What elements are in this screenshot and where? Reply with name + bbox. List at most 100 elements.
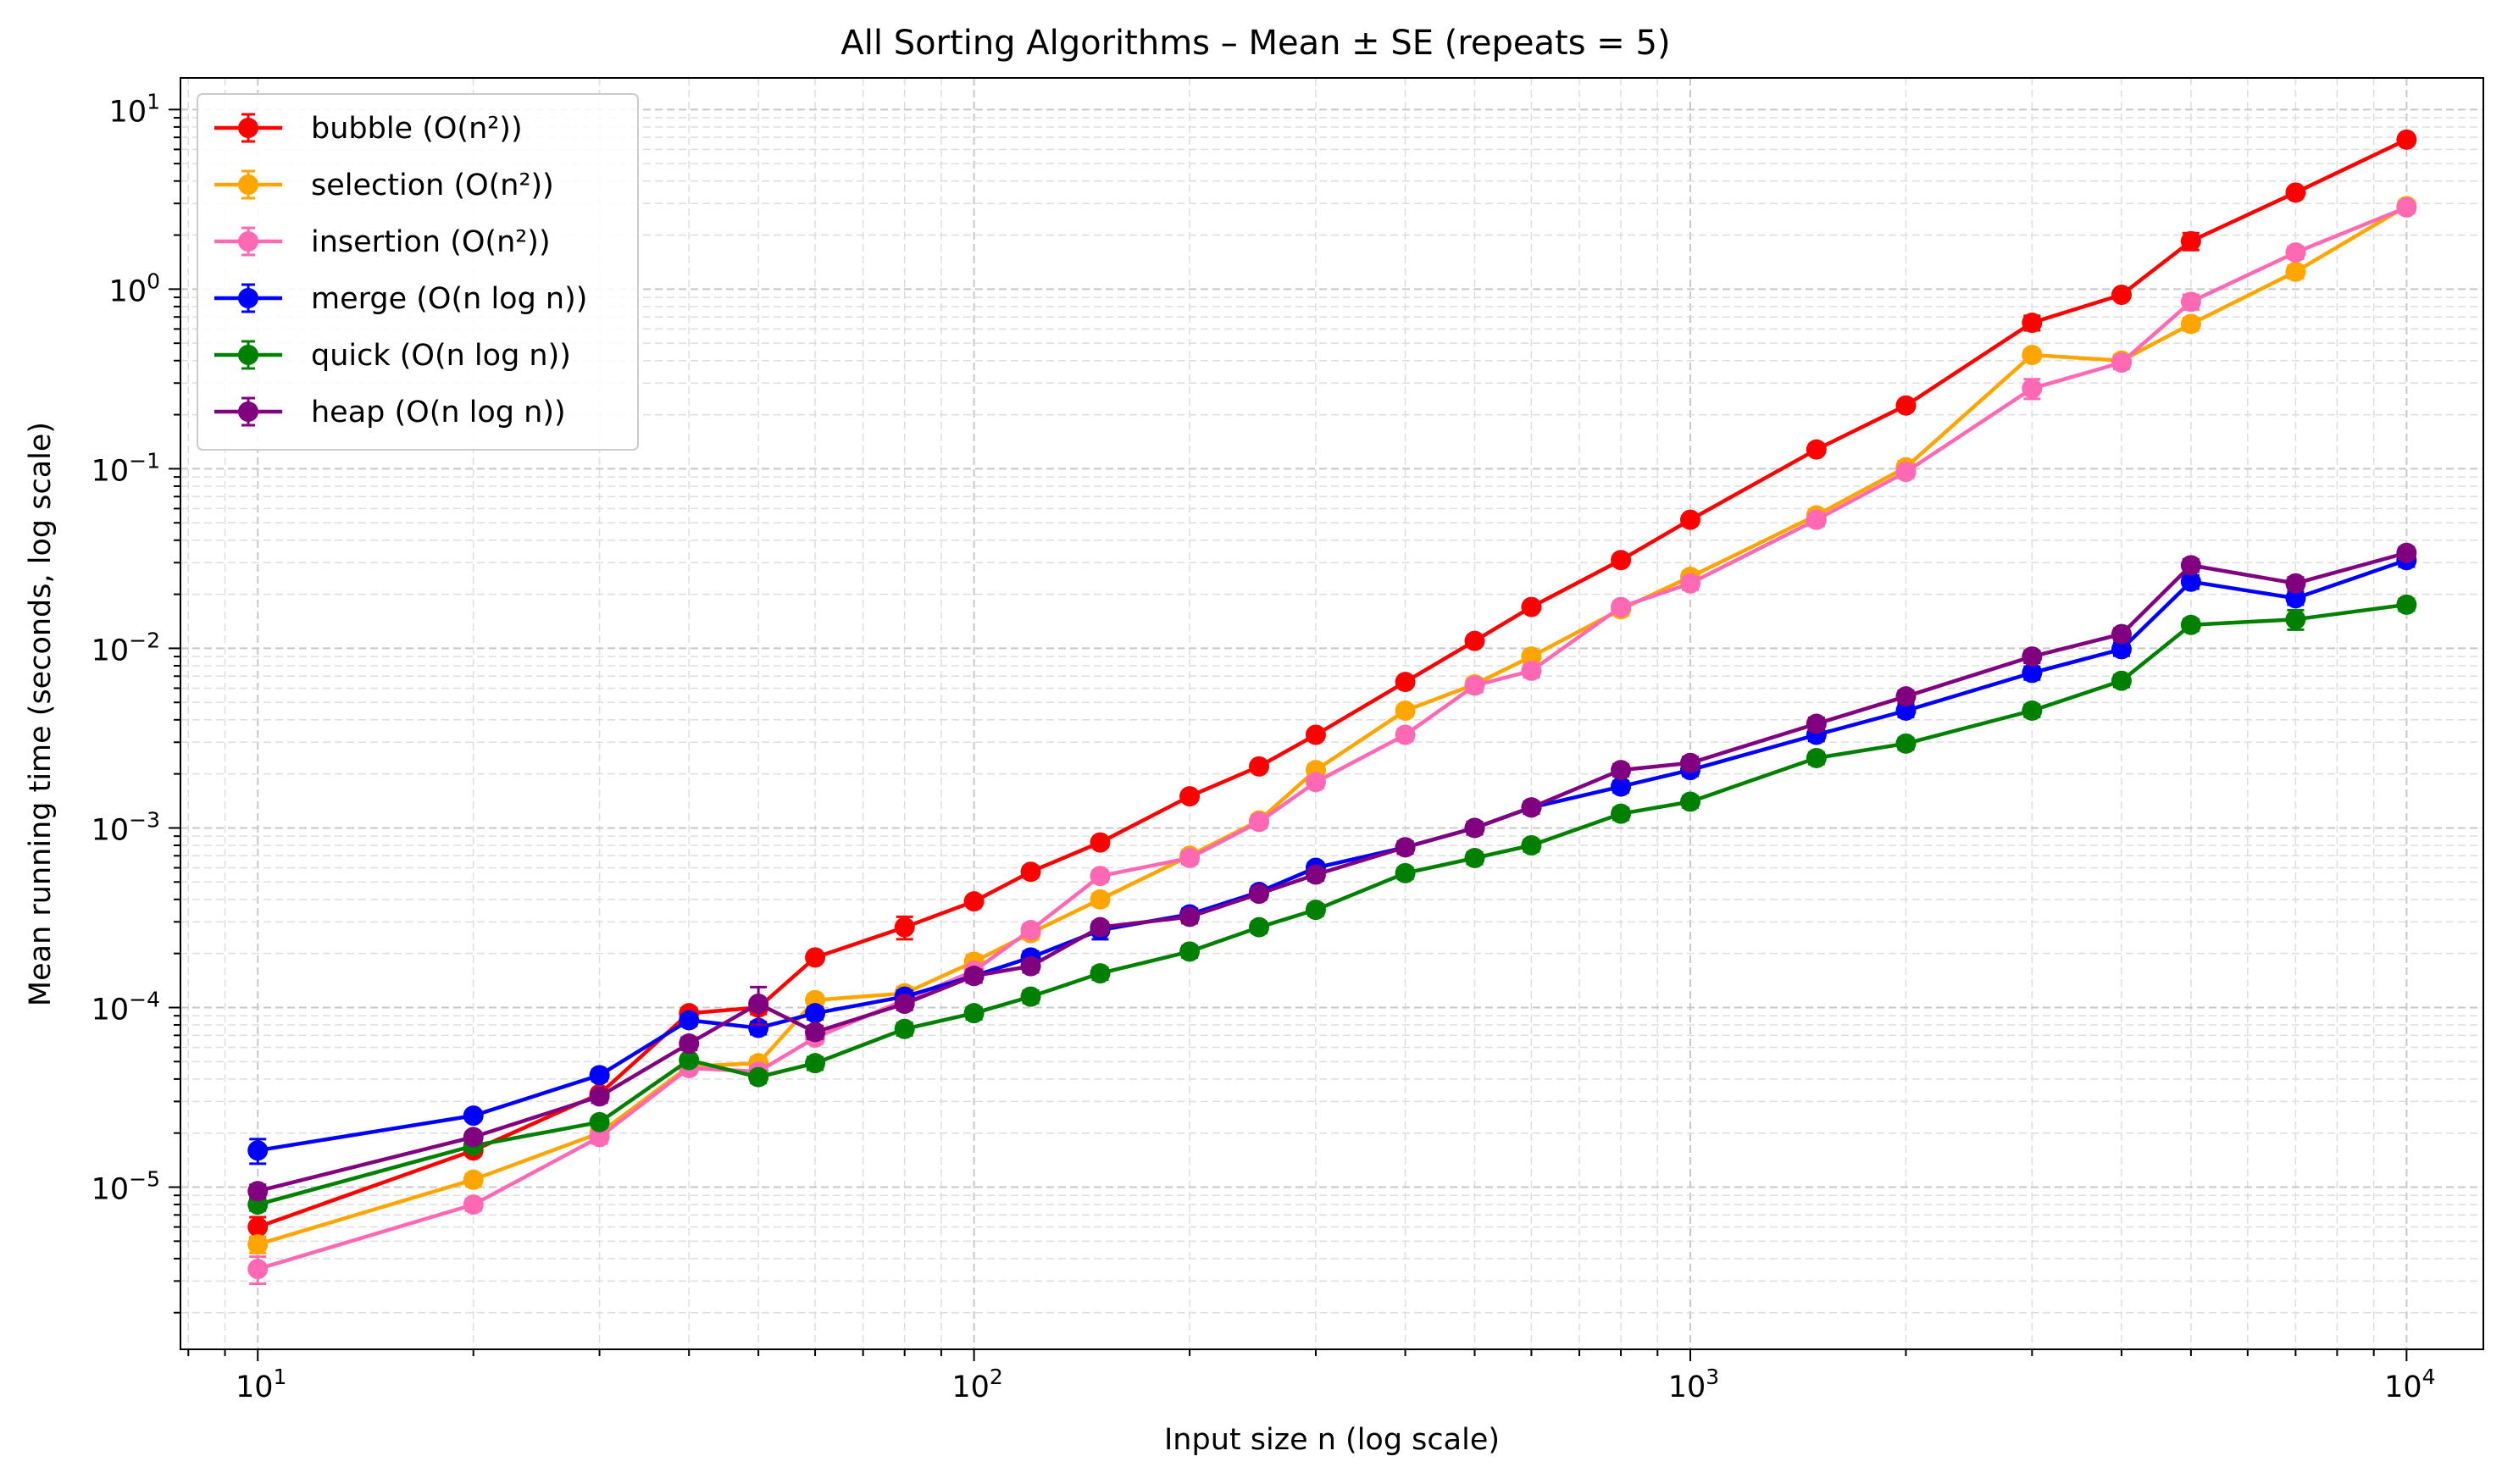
data-point (1090, 889, 1111, 910)
data-point (247, 1234, 269, 1255)
data-point (2022, 345, 2043, 366)
data-point (1679, 509, 1700, 530)
legend-marker (238, 174, 258, 195)
data-point (679, 1049, 700, 1071)
data-point (2022, 662, 2043, 684)
x-tick-label: 101 (236, 1365, 286, 1404)
data-point (1611, 550, 1632, 571)
data-point (963, 1003, 985, 1024)
series-quick (247, 594, 2417, 1215)
data-point (894, 916, 915, 938)
legend-label: merge (O(n log n)) (311, 282, 587, 316)
data-point (963, 891, 985, 912)
data-point (463, 1127, 484, 1148)
data-point (894, 1018, 915, 1039)
data-point (1464, 630, 1485, 651)
data-point (463, 1105, 484, 1127)
data-point (2022, 313, 2043, 334)
data-point (1521, 797, 1542, 818)
data-point (2180, 571, 2201, 592)
data-point (805, 1053, 826, 1074)
y-axis-label: Mean running time (seconds, log scale) (24, 422, 58, 1006)
data-point (805, 1003, 826, 1024)
data-point (1806, 439, 1827, 460)
legend-box (197, 93, 639, 451)
data-point (1464, 675, 1485, 696)
legend-item-insertion: insertion (O(n²)) (214, 225, 551, 259)
data-point (1521, 596, 1542, 617)
data-point (2111, 670, 2132, 691)
data-point (1895, 686, 1917, 707)
legend-marker (238, 345, 258, 365)
y-tick-label: 100 (109, 269, 160, 308)
data-point (463, 1194, 484, 1215)
ticks: 101 102 103 104 10−5 10−4 10−3 10−2 10−1 100 101 (92, 89, 2436, 1404)
data-point (748, 1017, 769, 1038)
data-point (2111, 285, 2132, 306)
data-point (748, 1066, 769, 1088)
plot-frame (180, 77, 2484, 1350)
legend-label: insertion (O(n²)) (311, 225, 551, 259)
data-point (1895, 462, 1917, 483)
data-point (1020, 986, 1041, 1007)
data-point (1249, 811, 1270, 833)
data-point (679, 1010, 700, 1031)
data-point (1090, 832, 1111, 853)
x-axis-label: Input size n (log scale) (1164, 1423, 1500, 1457)
data-point (1020, 955, 1041, 977)
data-point (463, 1169, 484, 1190)
legend-item-quick: quick (O(n log n)) (214, 339, 571, 373)
data-point (1464, 847, 1485, 868)
data-point (1179, 847, 1201, 868)
data-point (1521, 646, 1542, 667)
legend-marker (238, 401, 258, 422)
chart-title: All Sorting Algorithms – Mean ± SE (repe… (840, 24, 1670, 63)
data-point (1020, 920, 1041, 941)
data-point (2180, 291, 2201, 313)
data-point (1090, 866, 1111, 887)
y-tick-label: 10−2 (92, 628, 160, 667)
legend: bubble (O(n²)) selection (O(n²)) insertion… (197, 93, 639, 451)
data-point (2180, 230, 2201, 252)
y-tick-label: 10−3 (92, 807, 160, 847)
y-tick-label: 10−4 (92, 987, 160, 1027)
data-point (1895, 395, 1917, 416)
data-point (1249, 756, 1270, 777)
legend-item-heap: heap (O(n log n)) (214, 396, 566, 429)
data-point (1179, 906, 1201, 928)
data-point (1895, 733, 1917, 754)
legend-label: selection (O(n²)) (311, 169, 554, 202)
data-point (247, 1140, 269, 1161)
data-point (2111, 623, 2132, 645)
data-point (1521, 660, 1542, 681)
data-point (589, 1086, 610, 1107)
legend-label: quick (O(n log n)) (311, 339, 571, 373)
data-point (2180, 614, 2201, 635)
x-tick-label: 104 (2384, 1365, 2435, 1404)
data-point (1090, 916, 1111, 938)
data-point (589, 1111, 610, 1132)
data-point (1395, 862, 1416, 883)
legend-item-selection: selection (O(n²)) (214, 169, 554, 202)
legend-marker (238, 118, 258, 138)
legend-label: bubble (O(n²)) (311, 112, 523, 146)
data-point (1611, 596, 1632, 617)
legend-label: heap (O(n log n)) (311, 396, 566, 429)
data-point (589, 1065, 610, 1086)
data-point (2285, 609, 2306, 630)
data-point (2396, 197, 2417, 218)
legend-marker (238, 288, 258, 308)
data-point (805, 1022, 826, 1043)
data-point (1305, 900, 1326, 921)
data-point (2111, 352, 2132, 374)
data-point (1249, 883, 1270, 905)
data-point (247, 1259, 269, 1280)
data-point (2285, 573, 2306, 594)
y-tick-label: 10−5 (92, 1167, 160, 1207)
data-point (2022, 378, 2043, 399)
data-point (748, 993, 769, 1014)
data-point (2180, 313, 2201, 335)
data-point (1611, 803, 1632, 824)
data-point (1395, 672, 1416, 693)
data-point (2396, 542, 2417, 563)
